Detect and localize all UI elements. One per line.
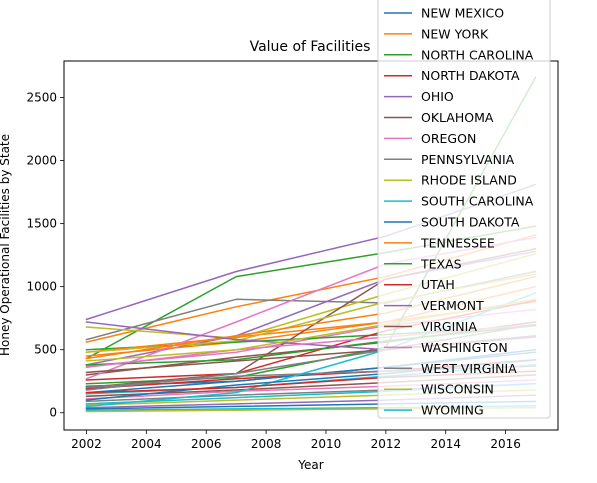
legend-label-wisconsin: WISCONSIN [421,382,494,397]
y-axis-ticks: 0 500 1000 1500 2000 2500 [26,91,64,420]
y-tick-label: 1500 [26,217,57,231]
legend-label-washington: WASHINGTON [421,340,508,355]
legend-label-tennessee: TENNESSEE [420,235,495,250]
y-tick-label: 2500 [26,91,57,105]
y-tick-label: 2000 [26,154,57,168]
legend-label-oregon: OREGON [421,131,476,146]
legend-label-south-dakota: SOUTH DAKOTA [421,215,520,230]
y-axis-label: Honey Operational Facilities by State [0,134,12,356]
x-tick-label: 2006 [191,437,222,451]
legend-label-west-virginia: WEST VIRGINIA [421,361,517,376]
legend-label-utah: UTAH [421,277,455,292]
y-tick-label: 0 [49,406,57,420]
plot-frame [63,60,559,431]
x-tick-label: 2008 [251,437,282,451]
x-tick-label: 2014 [430,437,461,451]
x-axis-ticks: 2002 2004 2006 2008 2010 2012 2014 2016 [71,430,521,451]
x-tick-label: 2012 [371,437,402,451]
legend-label-virginia: VIRGINIA [421,319,477,334]
legend-label-north-dakota: NORTH DAKOTA [421,68,520,83]
legend-label-pennsylvania: PENNSYLVANIA [421,152,515,167]
legend-label-vermont: VERMONT [421,298,484,313]
legend-label-ohio: OHIO [421,89,454,104]
legend: NEW MEXICO NEW YORK NORTH CAROLINA NORTH DA… [377,0,551,419]
legend-label-south-carolina: SOUTH CAROLINA [421,194,534,209]
legend-label-new-york: NEW YORK [421,26,489,41]
y-tick-label: 1000 [26,280,57,294]
x-axis-label: Year [297,458,323,472]
x-tick-label: 2004 [131,437,162,451]
x-tick-label: 2016 [490,437,521,451]
legend-label-north-carolina: NORTH CAROLINA [421,47,534,62]
chart-title: Value of Facilities [250,39,371,55]
x-tick-label: 2010 [311,437,342,451]
legend-box [377,0,551,419]
y-tick-label: 500 [34,343,57,357]
legend-label-texas: TEXAS [420,256,462,271]
legend-label-wyoming: WYOMING [421,403,484,418]
legend-label-new-mexico: NEW MEXICO [421,6,504,21]
x-tick-label: 2002 [71,437,102,451]
legend-label-rhode-island: RHODE ISLAND [421,173,517,188]
legend-label-oklahoma: OKLAHOMA [421,110,494,125]
